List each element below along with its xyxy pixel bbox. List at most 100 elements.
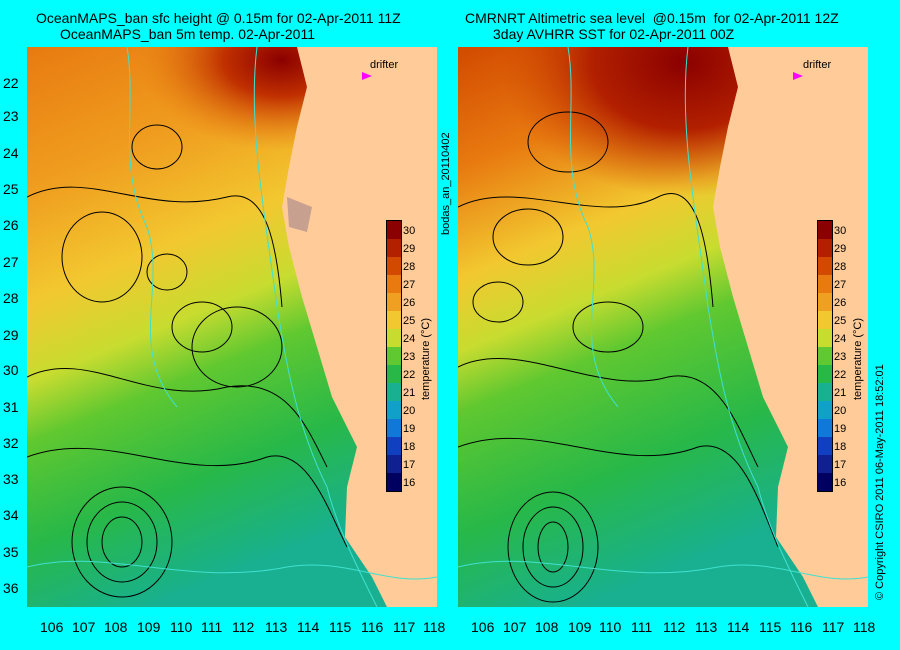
x-label: 114 [727, 619, 750, 635]
y-label: 32 [3, 435, 19, 451]
colorbar-tick: 24 [403, 333, 416, 345]
colorbar-swatch [818, 311, 832, 329]
colorbar-swatch [818, 257, 832, 275]
colorbar-swatch [818, 419, 832, 437]
x-label: 112 [663, 619, 686, 635]
x-label: 109 [137, 619, 161, 635]
colorbar-tick: 28 [834, 261, 847, 273]
colorbar-tick: 20 [403, 405, 416, 417]
colorbar-tick: 21 [834, 387, 847, 399]
colorbar-tick: 26 [403, 297, 416, 309]
colorbar-tick: 21 [403, 387, 416, 399]
colorbar-tick: 17 [403, 459, 416, 471]
left-drifter-marker [362, 72, 372, 80]
x-label: 113 [265, 619, 288, 635]
colorbar-swatch [387, 221, 401, 239]
colorbar-swatch [818, 293, 832, 311]
x-label: 106 [40, 619, 64, 635]
y-label: 25 [3, 181, 19, 197]
colorbar-swatch [818, 329, 832, 347]
colorbar-tick: 30 [834, 225, 847, 237]
right-map-svg [458, 47, 868, 607]
colorbar-swatch [818, 383, 832, 401]
colorbar-swatch [387, 401, 401, 419]
left-colorbar-swatches [386, 220, 402, 492]
colorbar-swatch [387, 455, 401, 473]
y-label: 30 [3, 362, 19, 378]
colorbar-tick: 26 [834, 297, 847, 309]
x-label: 115 [759, 619, 782, 635]
colorbar-swatch [818, 275, 832, 293]
colorbar-tick: 22 [403, 369, 416, 381]
right-map-panel [458, 47, 868, 607]
x-label: 113 [695, 619, 718, 635]
right-title-line2: 3day AVHRR SST for 02-Apr-2011 00Z [493, 26, 735, 42]
colorbar-swatch [387, 293, 401, 311]
colorbar-swatch [387, 347, 401, 365]
left-title-line1: OceanMAPS_ban sfc height @ 0.15m for 02-… [36, 10, 401, 26]
copyright-label: © Copyright CSIRO 2011 06-May-2011 18:52… [874, 364, 886, 600]
x-label: 111 [631, 619, 653, 635]
y-label: 35 [3, 544, 19, 560]
y-label: 33 [3, 471, 19, 487]
y-label: 23 [3, 108, 19, 124]
colorbar-tick: 18 [403, 441, 416, 453]
colorbar-swatch [818, 347, 832, 365]
x-label: 118 [423, 619, 446, 635]
left-sea-level-contours [27, 124, 348, 598]
y-label: 22 [3, 75, 19, 91]
colorbar-swatch [387, 257, 401, 275]
x-label: 117 [393, 619, 416, 635]
colorbar-tick: 29 [403, 243, 416, 255]
x-label: 116 [790, 619, 813, 635]
analysis-id-label: bodas_an_20110402 [440, 132, 452, 235]
colorbar-title: temperature (°C) [420, 317, 432, 400]
x-label: 111 [201, 619, 223, 635]
right-sea-level-contours [458, 111, 779, 603]
colorbar-swatch [387, 365, 401, 383]
colorbar-swatch [818, 437, 832, 455]
colorbar-swatch [818, 239, 832, 257]
y-label: 26 [3, 217, 19, 233]
colorbar-tick: 24 [834, 333, 847, 345]
colorbar-swatch [818, 401, 832, 419]
colorbar-tick: 27 [834, 279, 847, 291]
x-label: 117 [822, 619, 845, 635]
x-label: 106 [471, 619, 495, 635]
colorbar-tick: 28 [403, 261, 416, 273]
x-label: 110 [170, 619, 193, 635]
colorbar-swatch [818, 455, 832, 473]
colorbar-tick: 25 [834, 315, 847, 327]
left-map-svg [27, 47, 437, 607]
colorbar-tick: 22 [834, 369, 847, 381]
colorbar-title: temperature (°C) [852, 317, 864, 400]
colorbar-tick: 30 [403, 225, 416, 237]
colorbar-tick: 20 [834, 405, 847, 417]
y-label: 28 [3, 290, 19, 306]
colorbar-swatch [387, 383, 401, 401]
colorbar-swatch [387, 239, 401, 257]
x-label: 116 [361, 619, 384, 635]
colorbar-tick: 29 [834, 243, 847, 255]
left-drifter-label: drifter [370, 59, 399, 71]
x-label: 114 [297, 619, 320, 635]
x-label: 108 [535, 619, 559, 635]
x-label: 110 [599, 619, 622, 635]
right-title-line1: CMRNRT Altimetric sea level @0.15m for 0… [465, 10, 839, 26]
colorbar-tick: 16 [403, 477, 416, 489]
right-colorbar-swatches [817, 220, 833, 492]
x-label: 108 [104, 619, 128, 635]
y-label: 36 [3, 580, 19, 596]
right-isobaths [458, 47, 868, 607]
y-label: 31 [3, 399, 19, 415]
colorbar-tick: 27 [403, 279, 416, 291]
x-label: 107 [503, 619, 527, 635]
y-label: 27 [3, 254, 19, 270]
left-map-panel [27, 47, 437, 607]
right-drifter-label: drifter [803, 59, 832, 71]
colorbar-swatch [387, 473, 401, 491]
left-title-line2: OceanMAPS_ban 5m temp. 02-Apr-2011 [60, 26, 315, 42]
right-drifter-marker [793, 72, 803, 80]
x-label: 118 [853, 619, 876, 635]
colorbar-swatch [387, 275, 401, 293]
